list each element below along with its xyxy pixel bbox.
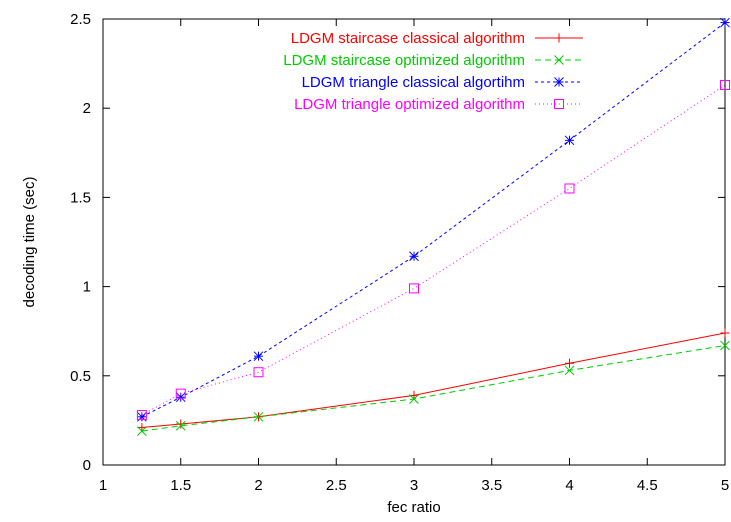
x-tick-label: 4 [565,477,573,494]
marker-cross-b [137,426,147,436]
data-point [253,351,264,362]
data-point [253,411,264,422]
y-tick-labels: 0 0.5 1 1.5 2 2.5 [70,11,91,474]
x-tick-label: 3 [410,477,418,494]
series-line [141,22,726,418]
marker-cross-b [554,55,564,65]
marker-star-b [253,351,264,362]
marker-square [175,388,186,399]
marker-star-b [564,135,575,146]
y-tick-label: 0.5 [70,368,91,385]
data-point [564,365,575,376]
legend-entry-3: LDGM triangle classical algortihm [302,74,583,91]
marker-star-b [554,77,564,87]
legend-label: LDGM staircase classical algorithm [291,30,525,47]
series-line [141,332,726,428]
marker-star-b [175,392,186,403]
marker-cross-b [175,420,186,431]
marker-square [409,283,419,294]
data-point [136,410,147,421]
x-tick-label: 4.5 [637,477,658,494]
data-point [253,367,264,378]
y-tick-label: 2 [83,100,91,117]
series-group [136,17,730,436]
x-tick-label: 3.5 [481,477,502,494]
y-tick-label: 1 [83,279,91,296]
marker-square [564,183,575,194]
series-1 [137,328,730,433]
x-tick-label: 1.5 [170,477,191,494]
data-point [409,394,419,404]
series-line [141,345,726,432]
x-axis-label: fec ratio [387,499,440,516]
marker-star-b [720,17,730,28]
y-tick-label: 0 [83,457,91,474]
axis-ticks [102,18,726,466]
series-2 [137,340,730,436]
y-tick-label: 2.5 [70,11,91,28]
marker-square [720,80,730,91]
data-point [175,420,186,431]
legend-entry-2: LDGM staircase optimized algorithm [283,52,583,69]
marker-square [136,410,147,421]
legend-label: LDGM staircase optimized algorithm [283,52,525,69]
data-point [565,358,574,368]
data-point [720,340,730,351]
data-point [564,183,575,194]
legend-entry-1: LDGM staircase classical algorithm [291,30,583,47]
x-tick-label: 5 [721,477,729,494]
y-axis-label: decoding time (sec) [21,177,38,308]
legend-marker [554,33,564,43]
legend-marker [554,55,564,65]
legend-entry-4: LDGM triangle optimized algorithm [294,96,583,113]
data-point [175,392,186,403]
series-3 [137,17,730,422]
marker-cross-b [253,411,264,422]
data-point [564,135,575,146]
marker-cross-b [409,394,419,404]
legend-marker [554,99,564,109]
marker-square [554,99,564,109]
data-point [720,80,730,91]
y-tick-label: 1.5 [70,189,91,206]
x-tick-label: 2 [254,477,262,494]
legend: LDGM staircase classical algorithm LDGM s… [283,30,583,113]
x-tick-label: 2.5 [326,477,347,494]
series-4 [136,80,730,421]
legend-label: LDGM triangle classical algortihm [302,74,525,91]
data-point [409,283,419,294]
marker-cross-b [720,340,730,351]
data-point [409,251,419,262]
data-point [720,328,730,338]
marker-cross-b [564,365,575,376]
data-point [176,419,186,429]
data-point [720,17,730,28]
legend-label: LDGM triangle optimized algorithm [294,96,525,113]
series-line [141,84,726,416]
marker-square [253,367,264,378]
data-point [175,388,186,399]
marker-star-b [409,251,419,262]
legend-marker [554,77,564,87]
x-tick-label: 1 [99,477,107,494]
x-tick-labels: 1 1.5 2 2.5 3 3.5 4 4.5 5 [99,477,729,494]
data-point [137,426,147,436]
